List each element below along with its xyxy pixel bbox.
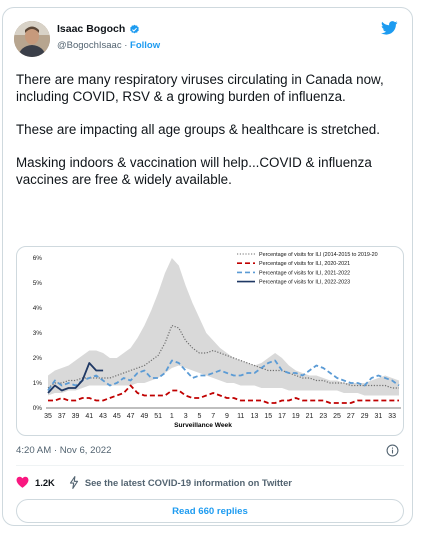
y-tick-label: 6%	[33, 255, 43, 262]
x-tick-label: 21	[306, 413, 314, 420]
tweet-media-chart[interactable]: 0% 1% 2% 3% 4% 5% 6% 35 37 39 41 43 45 47 49 51 1 3 5 7 9 11…	[16, 246, 404, 436]
y-tick-label: 0%	[33, 405, 43, 412]
x-tick-label: 19	[292, 413, 300, 420]
handle-separator: ·	[124, 40, 128, 51]
legend-label: Percentage of visits for ILI, 2022-2023	[259, 280, 350, 286]
x-tick-label: 13	[251, 413, 259, 420]
author-handle-row: @BogochIsaac · Follow	[57, 40, 160, 51]
x-tick-label: 51	[154, 413, 162, 420]
covid-info-link[interactable]: See the latest COVID-19 information on T…	[84, 476, 292, 488]
x-tick-label: 43	[99, 413, 107, 420]
tweet-paragraph: These are impacting all age groups & hea…	[16, 121, 380, 137]
x-tick-label: 49	[140, 413, 148, 420]
y-tick-label: 2%	[33, 355, 43, 362]
tweet-card: Isaac Bogoch @BogochIsaac · Follow There…	[2, 7, 413, 526]
x-tick-label: 15	[264, 413, 272, 420]
x-tick-label: 41	[85, 413, 93, 420]
x-tick-label: 33	[388, 413, 396, 420]
divider	[16, 465, 404, 466]
x-tick-label: 23	[319, 413, 327, 420]
ili-line-chart: 0%1%2%3%4%5%6% 35 37 39 41 43 45 47 49 51 1 3 5 7 9 11…	[33, 252, 401, 429]
legend-label: Percentage of visits for ILI (2014-2015 …	[259, 252, 378, 258]
y-tick-label: 1%	[33, 380, 43, 387]
author-handle[interactable]: @BogochIsaac	[57, 40, 122, 51]
legend-label: Percentage of visits for ILI, 2021-2022	[259, 270, 350, 276]
series-line-0	[47, 324, 399, 389]
verified-badge-icon	[130, 24, 140, 33]
heart-icon[interactable]	[16, 476, 29, 488]
tweet-paragraph: There are many respiratory viruses circu…	[16, 72, 388, 104]
historical-range-band	[48, 258, 399, 396]
x-tick-label: 47	[127, 413, 135, 420]
info-icon[interactable]	[386, 444, 399, 457]
x-tick-label: 25	[333, 413, 341, 420]
x-tick-label: 37	[58, 413, 66, 420]
x-tick-label: 7	[211, 413, 215, 420]
tweet-paragraph: Masking indoors & vaccination will help.…	[16, 154, 376, 187]
x-tick-label: 45	[113, 413, 121, 420]
x-tick-label: 11	[237, 413, 244, 420]
x-tick-label: 3	[184, 413, 188, 420]
x-axis-label: Surveillance Week	[174, 422, 232, 429]
x-tick-label: 29	[361, 413, 369, 420]
series-line-1	[48, 384, 399, 404]
x-tick-label: 35	[44, 413, 52, 420]
x-tick-label: 17	[278, 413, 286, 420]
legend-label: Percentage of visits for ILI, 2020-2021	[259, 261, 350, 267]
x-tick-label: 9	[225, 413, 229, 420]
x-tick-label: 39	[72, 413, 80, 420]
like-count[interactable]: 1.2K	[35, 476, 55, 488]
y-tick-label: 3%	[33, 330, 43, 337]
follow-button[interactable]: Follow	[130, 40, 161, 51]
y-tick-label: 4%	[33, 305, 43, 312]
y-tick-label: 5%	[33, 280, 43, 287]
x-tick-label: 27	[347, 413, 355, 420]
lightning-icon	[69, 475, 78, 489]
tweet-text: There are many respiratory viruses circu…	[16, 72, 406, 188]
series-line-3	[47, 362, 104, 394]
x-tick-label: 31	[374, 413, 382, 420]
twitter-bird-icon[interactable]	[381, 21, 398, 35]
series-line-2	[47, 359, 400, 392]
author-name[interactable]: Isaac Bogoch	[57, 23, 126, 35]
read-replies-button[interactable]: Read 660 replies	[16, 499, 404, 523]
actions-bar: 1.2K See the latest COVID-19 information…	[16, 474, 292, 490]
x-tick-label: 5	[197, 413, 201, 420]
x-tick-label: 1	[170, 413, 174, 420]
avatar[interactable]	[14, 21, 50, 57]
tweet-timestamp[interactable]: 4:20 AM · Nov 6, 2022	[16, 445, 112, 456]
